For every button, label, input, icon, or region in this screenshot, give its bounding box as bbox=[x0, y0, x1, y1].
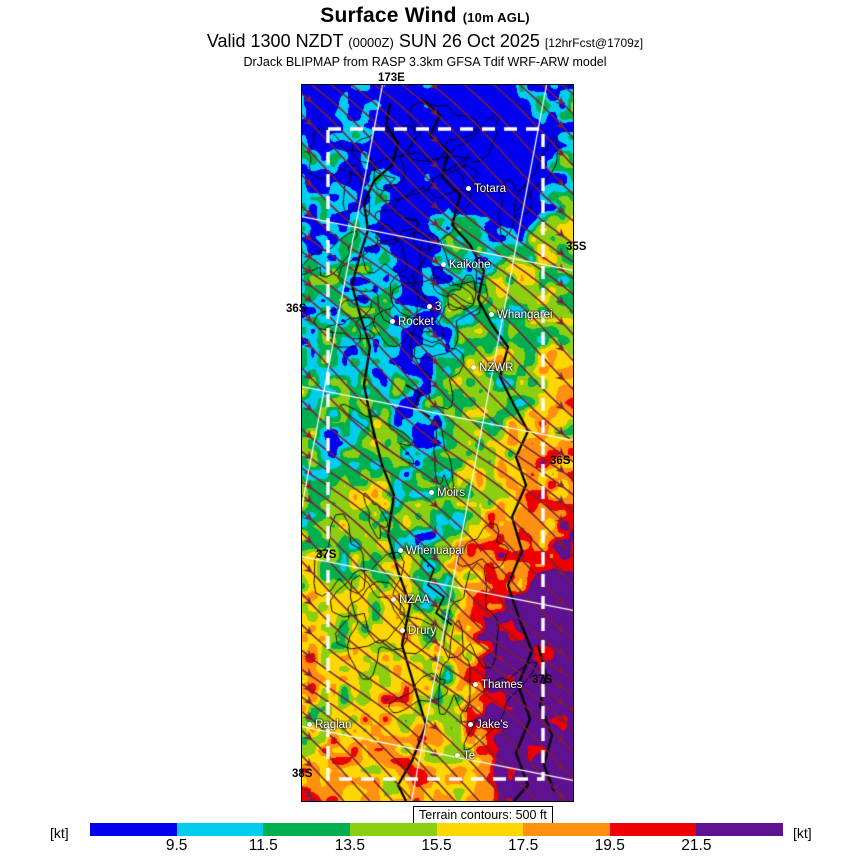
station-dot bbox=[307, 722, 312, 728]
graticule-label-38S: 38S bbox=[292, 768, 313, 780]
valid-date: SUN 26 Oct 2025 bbox=[398, 31, 540, 51]
map-station-raglan[interactable]: Raglan bbox=[307, 719, 351, 731]
map-station-3[interactable]: 3 bbox=[427, 301, 441, 313]
station-label: Moirs bbox=[437, 487, 466, 499]
station-label: NZWR bbox=[479, 362, 514, 374]
colorbar-band-1 bbox=[176, 823, 264, 836]
station-label: Kaikohe bbox=[449, 259, 491, 271]
station-dot bbox=[473, 682, 478, 688]
map-station-te[interactable]: Te bbox=[455, 750, 475, 762]
title-sublabel: (10m AGL) bbox=[462, 10, 530, 25]
map-station-nzaa[interactable]: NZAA bbox=[391, 594, 430, 606]
colorbar-unit-right: [kt] bbox=[793, 825, 812, 841]
wind-field-canvas bbox=[302, 85, 573, 801]
map-station-drury[interactable]: Drury bbox=[400, 625, 436, 637]
station-dot bbox=[441, 262, 446, 268]
map-station-totara[interactable]: Totara bbox=[466, 183, 506, 195]
station-label: Rocket bbox=[398, 316, 434, 328]
station-dot bbox=[391, 597, 396, 603]
colorbar-band-4 bbox=[436, 823, 524, 836]
station-dot bbox=[390, 319, 395, 325]
station-dot bbox=[489, 312, 494, 318]
colorbar-unit-left: [kt] bbox=[50, 825, 69, 841]
wind-map[interactable] bbox=[301, 84, 574, 802]
map-station-nzwr[interactable]: NZWR bbox=[471, 362, 514, 374]
station-label: Whenuapai bbox=[406, 545, 465, 557]
colorbar: [kt] 9.5 11.5 13.5 15.5 17.5 19.5 21.5 [kt] bbox=[0, 820, 850, 860]
station-dot bbox=[455, 753, 460, 759]
valid-time-line: Valid 1300 NZDT (0000Z) SUN 26 Oct 2025 … bbox=[0, 31, 850, 52]
station-label: 3 bbox=[435, 301, 442, 313]
station-dot bbox=[400, 628, 405, 634]
colorbar-band-6 bbox=[609, 823, 697, 836]
station-label: Whangarei bbox=[497, 309, 553, 321]
colorbar-tick-19.5: 19.5 bbox=[594, 837, 625, 854]
colorbar-tick-9.5: 9.5 bbox=[165, 837, 188, 854]
colorbar-tick-13.5: 13.5 bbox=[334, 837, 365, 854]
terrain-contour-text: Terrain contours: 500 ft bbox=[419, 808, 547, 822]
map-station-kaikohe[interactable]: Kaikohe bbox=[441, 259, 491, 271]
colorbar-band-3 bbox=[349, 823, 437, 836]
station-label: Drury bbox=[408, 625, 437, 637]
colorbar-gradient bbox=[90, 823, 783, 836]
valid-time: Valid 1300 NZDT bbox=[206, 31, 344, 51]
map-station-rocket[interactable]: Rocket bbox=[390, 316, 434, 328]
colorbar-tick-21.5: 21.5 bbox=[681, 837, 712, 854]
station-dot bbox=[468, 722, 473, 728]
station-dot bbox=[429, 490, 434, 496]
colorbar-tick-17.5: 17.5 bbox=[508, 837, 539, 854]
forecast-tag: [12hrFcst@1709z] bbox=[544, 36, 644, 50]
station-dot bbox=[398, 548, 403, 554]
valid-time-utc: (0000Z) bbox=[348, 35, 394, 50]
colorbar-band-7 bbox=[696, 823, 783, 836]
map-station-whenuapai[interactable]: Whenuapai bbox=[398, 545, 464, 557]
colorbar-tick-11.5: 11.5 bbox=[248, 837, 278, 854]
colorbar-tick-15.5: 15.5 bbox=[421, 837, 452, 854]
station-label: Te bbox=[463, 750, 476, 762]
colorbar-band-2 bbox=[263, 823, 350, 836]
map-station-jake-s[interactable]: Jake's bbox=[468, 719, 508, 731]
station-label: Raglan bbox=[315, 719, 352, 731]
graticule-label-37S: 37S bbox=[316, 549, 337, 561]
colorbar-band-5 bbox=[523, 823, 610, 836]
station-dot bbox=[427, 304, 432, 310]
station-dot bbox=[466, 186, 471, 192]
chart-header: Surface Wind (10m AGL) Valid 1300 NZDT (… bbox=[0, 0, 850, 69]
station-label: Thames bbox=[481, 679, 523, 691]
model-description: DrJack BLIPMAP from RASP 3.3km GFSA Tdif… bbox=[243, 55, 607, 69]
graticule-label-37S: 37S bbox=[532, 674, 553, 686]
page-title: Surface Wind (10m AGL) bbox=[0, 4, 850, 28]
station-label: Jake's bbox=[476, 719, 509, 731]
graticule-label-35S: 35S bbox=[566, 241, 587, 253]
graticule-label-36S: 36S bbox=[550, 455, 571, 467]
title-main: Surface Wind bbox=[320, 4, 457, 27]
graticule-label-173E: 173E bbox=[378, 72, 405, 84]
colorbar-tick-labels: 9.5 11.5 13.5 15.5 17.5 19.5 21.5 bbox=[90, 837, 783, 859]
graticule-label-36S: 36S bbox=[286, 303, 307, 315]
colorbar-band-0 bbox=[90, 823, 177, 836]
map-station-thames[interactable]: Thames bbox=[473, 679, 523, 691]
station-dot bbox=[471, 365, 476, 371]
station-label: Totara bbox=[474, 183, 506, 195]
map-station-moirs[interactable]: Moirs bbox=[429, 487, 465, 499]
map-station-whangarei[interactable]: Whangarei bbox=[489, 309, 553, 321]
station-label: NZAA bbox=[399, 594, 430, 606]
